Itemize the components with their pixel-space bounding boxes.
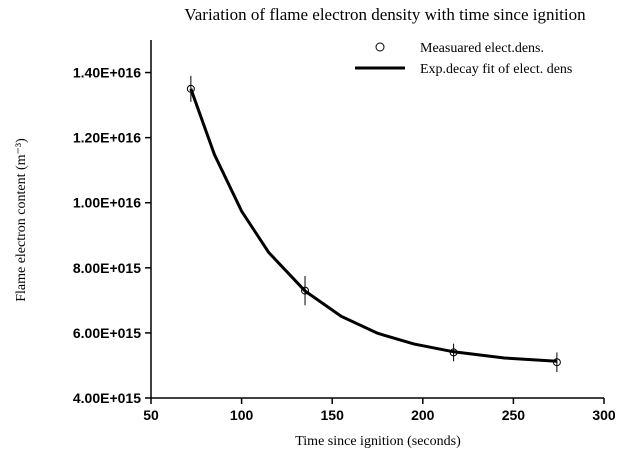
x-axis-label: Time since ignition (seconds) bbox=[295, 434, 461, 449]
x-tick-label: 150 bbox=[321, 407, 345, 423]
legend-label: Measuared elect.dens. bbox=[420, 41, 544, 56]
x-tick-label: 50 bbox=[143, 407, 159, 423]
legend-label: Exp.decay fit of elect. dens bbox=[420, 62, 572, 77]
y-tick-label: 1.40E+016 bbox=[73, 65, 141, 81]
y-tick-label: 1.00E+016 bbox=[73, 195, 141, 211]
legend-marker bbox=[375, 42, 385, 52]
y-tick-label: 8.00E+015 bbox=[73, 260, 141, 276]
x-tick-label: 300 bbox=[592, 407, 616, 423]
y-tick-label: 1.20E+016 bbox=[73, 130, 141, 146]
chart-title: Variation of flame electron density with… bbox=[184, 5, 586, 24]
x-tick-label: 250 bbox=[502, 407, 526, 423]
x-tick-label: 200 bbox=[411, 407, 435, 423]
y-axis-label: Flame electron content (m⁻³) bbox=[14, 138, 29, 302]
y-tick-label: 6.00E+015 bbox=[73, 325, 141, 341]
x-tick-label: 100 bbox=[230, 407, 254, 423]
data-point bbox=[301, 286, 310, 295]
y-tick-label: 4.00E+015 bbox=[73, 390, 141, 406]
fit-line bbox=[189, 88, 557, 363]
